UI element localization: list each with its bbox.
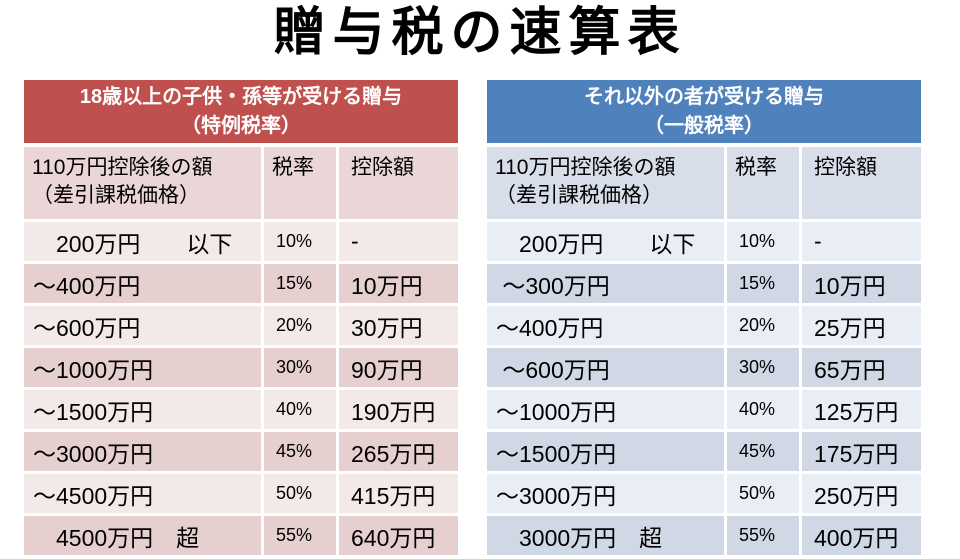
- rate-cell: 20%: [727, 306, 799, 345]
- rate-cell: 55%: [264, 516, 336, 555]
- range-cell: ～1000万円: [487, 390, 724, 429]
- range-cell: ～400万円: [487, 306, 724, 345]
- special-rate-grid: 110万円控除後の額 （差引課税価格） 税率 控除額 200万円 以下 10% …: [24, 147, 458, 555]
- special-rate-table: 18歳以上の子供・孫等が受ける贈与 （特例税率） 110万円控除後の額 （差引課…: [24, 80, 458, 555]
- deduction-cell: 10万円: [339, 264, 458, 303]
- deduction-cell: 415万円: [339, 474, 458, 513]
- rate-cell: 10%: [264, 222, 336, 261]
- deduction-cell: 640万円: [339, 516, 458, 555]
- banner-line1: それ以外の者が受ける贈与: [584, 85, 824, 108]
- general-rate-banner: それ以外の者が受ける贈与 （一般税率）: [487, 80, 921, 143]
- page-title: 贈与税の速算表: [273, 4, 687, 62]
- range-cell: ～3000万円: [487, 474, 724, 513]
- column-header-rate: 税率: [727, 147, 799, 219]
- rate-cell: 10%: [727, 222, 799, 261]
- range-cell: ～400万円: [24, 264, 261, 303]
- rate-cell: 15%: [727, 264, 799, 303]
- rate-cell: 20%: [264, 306, 336, 345]
- rate-cell: 40%: [264, 390, 336, 429]
- column-header-rate: 税率: [264, 147, 336, 219]
- column-header-amount: 110万円控除後の額 （差引課税価格）: [487, 147, 724, 219]
- range-cell: ～4500万円: [24, 474, 261, 513]
- column-header-deduction: 控除額: [802, 147, 921, 219]
- range-cell: ～600万円: [24, 306, 261, 345]
- rate-cell: 50%: [264, 474, 336, 513]
- deduction-cell: -: [802, 222, 921, 261]
- rate-cell: 45%: [727, 432, 799, 471]
- general-rate-grid: 110万円控除後の額 （差引課税価格） 税率 控除額 200万円 以下 10% …: [487, 147, 921, 555]
- range-cell: ～1000万円: [24, 348, 261, 387]
- deduction-cell: 125万円: [802, 390, 921, 429]
- range-cell: 200万円 以下: [24, 222, 261, 261]
- rate-cell: 30%: [727, 348, 799, 387]
- range-cell: ～3000万円: [24, 432, 261, 471]
- range-cell: 4500万円 超: [24, 516, 261, 555]
- deduction-cell: 190万円: [339, 390, 458, 429]
- range-cell: 3000万円 超: [487, 516, 724, 555]
- range-cell: 200万円 以下: [487, 222, 724, 261]
- deduction-cell: 30万円: [339, 306, 458, 345]
- rate-cell: 30%: [264, 348, 336, 387]
- range-cell: ～600万円: [487, 348, 724, 387]
- rate-cell: 40%: [727, 390, 799, 429]
- rate-cell: 55%: [727, 516, 799, 555]
- general-rate-table: それ以外の者が受ける贈与 （一般税率） 110万円控除後の額 （差引課税価格） …: [487, 80, 921, 555]
- rate-cell: 50%: [727, 474, 799, 513]
- deduction-cell: -: [339, 222, 458, 261]
- banner-line2: （特例税率）: [181, 114, 301, 137]
- rate-cell: 15%: [264, 264, 336, 303]
- deduction-cell: 400万円: [802, 516, 921, 555]
- special-rate-banner: 18歳以上の子供・孫等が受ける贈与 （特例税率）: [24, 80, 458, 143]
- range-cell: ～1500万円: [487, 432, 724, 471]
- banner-line2: （一般税率）: [644, 114, 764, 137]
- banner-line1: 18歳以上の子供・孫等が受ける贈与: [79, 85, 403, 108]
- column-header-amount: 110万円控除後の額 （差引課税価格）: [24, 147, 261, 219]
- deduction-cell: 175万円: [802, 432, 921, 471]
- deduction-cell: 25万円: [802, 306, 921, 345]
- deduction-cell: 65万円: [802, 348, 921, 387]
- range-cell: ～300万円: [487, 264, 724, 303]
- deduction-cell: 90万円: [339, 348, 458, 387]
- deduction-cell: 265万円: [339, 432, 458, 471]
- column-header-deduction: 控除額: [339, 147, 458, 219]
- range-cell: ～1500万円: [24, 390, 261, 429]
- deduction-cell: 10万円: [802, 264, 921, 303]
- deduction-cell: 250万円: [802, 474, 921, 513]
- rate-cell: 45%: [264, 432, 336, 471]
